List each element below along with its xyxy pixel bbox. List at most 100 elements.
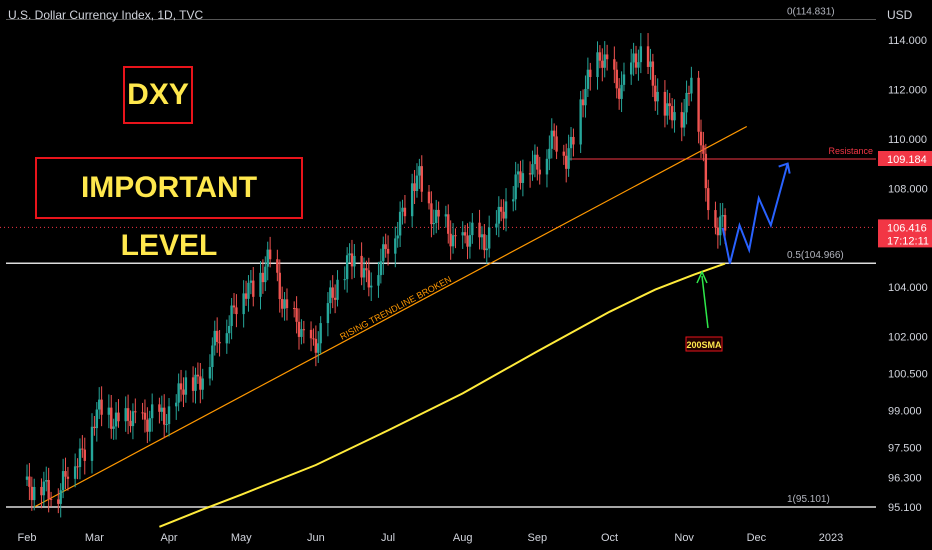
candle-body bbox=[581, 99, 585, 106]
candle-body bbox=[211, 345, 214, 368]
candle-body bbox=[586, 69, 590, 89]
candle-body bbox=[66, 476, 70, 479]
candle-body bbox=[114, 412, 118, 427]
candle-body bbox=[605, 54, 609, 60]
candle-body bbox=[502, 211, 505, 219]
candle-body bbox=[64, 471, 67, 477]
x-tick-label: Jun bbox=[307, 532, 325, 544]
candle-body bbox=[531, 164, 534, 175]
candle-body bbox=[601, 60, 604, 68]
candle-body bbox=[329, 287, 332, 304]
candle-body bbox=[194, 374, 197, 391]
candle-body bbox=[420, 166, 423, 192]
candle-body bbox=[107, 407, 111, 415]
candle-body bbox=[514, 174, 517, 200]
candle-body bbox=[143, 412, 147, 420]
candle-body bbox=[382, 244, 385, 262]
candle-body bbox=[413, 183, 416, 192]
candle-body bbox=[49, 498, 53, 500]
x-tick-label: Dec bbox=[747, 532, 767, 544]
candle-body bbox=[259, 272, 262, 297]
candle-body bbox=[704, 153, 708, 189]
candle-body bbox=[230, 305, 233, 326]
candle-body bbox=[297, 321, 301, 337]
candle-body bbox=[317, 343, 320, 353]
y-tick-label: 96.300 bbox=[888, 472, 922, 484]
candle-body bbox=[163, 407, 166, 425]
candle-body bbox=[126, 408, 130, 421]
y-tick-label: 112.000 bbox=[888, 84, 927, 96]
candle-body bbox=[533, 154, 537, 165]
y-tick-label: 99.000 bbox=[888, 406, 922, 418]
x-tick-label: Feb bbox=[18, 532, 37, 544]
candle-body bbox=[632, 53, 635, 63]
candle-body bbox=[548, 148, 551, 159]
candle-body bbox=[348, 253, 351, 256]
candle-body bbox=[377, 275, 380, 286]
x-tick-label: Sep bbox=[528, 532, 548, 544]
candle-body bbox=[261, 272, 265, 283]
candle-body bbox=[398, 211, 402, 236]
candle-body bbox=[232, 305, 236, 308]
candle-body bbox=[463, 232, 467, 236]
candle-body bbox=[716, 227, 720, 236]
candle-body bbox=[617, 88, 621, 99]
y-tick-label: 100.500 bbox=[888, 369, 928, 381]
candle-body bbox=[59, 490, 62, 504]
candle-body bbox=[687, 92, 691, 94]
candle-body bbox=[449, 233, 452, 247]
candle-body bbox=[350, 253, 354, 267]
projection-arrow-head bbox=[778, 162, 791, 174]
candle-body bbox=[141, 412, 144, 414]
candle-body bbox=[331, 287, 334, 298]
x-tick-label: Oct bbox=[601, 532, 618, 544]
candle-body bbox=[280, 299, 284, 309]
candle-body bbox=[184, 377, 188, 395]
candle-body bbox=[134, 411, 137, 413]
candle-body bbox=[396, 235, 399, 239]
candle-body bbox=[61, 471, 65, 491]
candle-body bbox=[451, 235, 455, 247]
candle-body bbox=[673, 112, 676, 121]
dxy-annotation: DXY bbox=[123, 66, 193, 124]
candle-body bbox=[264, 266, 267, 283]
candle-body bbox=[295, 308, 298, 322]
x-tick-label: May bbox=[231, 532, 252, 544]
candle-body bbox=[242, 293, 245, 315]
candle-body bbox=[504, 201, 508, 219]
candle-body bbox=[410, 183, 414, 217]
candle-body bbox=[345, 255, 349, 280]
candle-body bbox=[81, 448, 84, 450]
candle-body bbox=[569, 136, 573, 149]
candle-body bbox=[285, 299, 289, 309]
sma-label-box bbox=[685, 336, 723, 352]
candle-body bbox=[567, 148, 570, 169]
candle-body bbox=[319, 323, 322, 344]
candle-body bbox=[191, 377, 195, 391]
x-tick-label: Aug bbox=[453, 532, 473, 544]
candle-body bbox=[83, 449, 86, 461]
candle-body bbox=[714, 210, 717, 228]
chart-title: U.S. Dollar Currency Index, 1D, TVC bbox=[8, 8, 204, 22]
candle-body bbox=[95, 409, 99, 429]
candle-body bbox=[707, 188, 710, 211]
candle-body bbox=[228, 325, 231, 334]
candle-body bbox=[555, 136, 558, 152]
candle-body bbox=[160, 407, 164, 412]
y-tick-label: 108.000 bbox=[888, 183, 928, 195]
candle-body bbox=[497, 206, 501, 224]
candle-body bbox=[57, 499, 60, 504]
candle-body bbox=[565, 155, 568, 169]
candle-body bbox=[365, 268, 368, 271]
price-tag-box bbox=[878, 219, 932, 248]
candle-body bbox=[98, 399, 101, 410]
candle-body bbox=[615, 69, 618, 89]
y-tick-label: 110.000 bbox=[888, 134, 927, 146]
candle-body bbox=[300, 329, 303, 337]
candle-body bbox=[649, 61, 652, 67]
sma-arrow bbox=[701, 275, 709, 329]
candle-body bbox=[668, 103, 671, 107]
candle-body bbox=[646, 46, 650, 67]
candle-body bbox=[182, 389, 185, 395]
candle-body bbox=[201, 378, 204, 390]
